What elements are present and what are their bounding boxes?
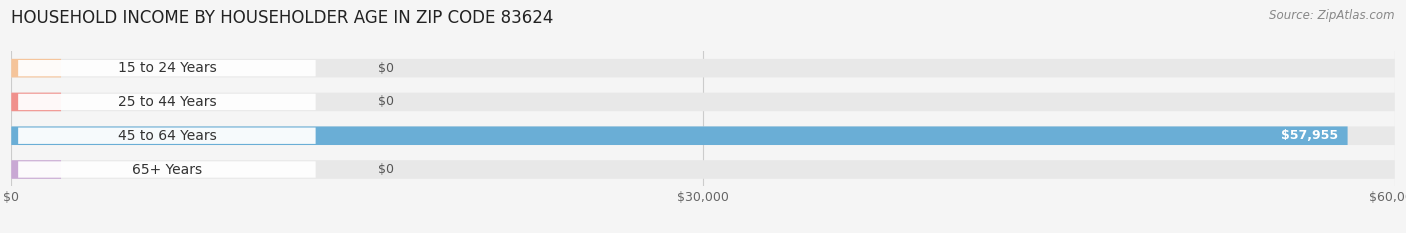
Text: 15 to 24 Years: 15 to 24 Years — [118, 61, 217, 75]
FancyBboxPatch shape — [11, 59, 1395, 77]
FancyBboxPatch shape — [11, 127, 1395, 145]
FancyBboxPatch shape — [11, 160, 60, 179]
FancyBboxPatch shape — [18, 94, 315, 110]
Text: $0: $0 — [378, 96, 394, 108]
FancyBboxPatch shape — [11, 127, 1347, 145]
FancyBboxPatch shape — [11, 59, 60, 77]
Text: $0: $0 — [378, 163, 394, 176]
FancyBboxPatch shape — [18, 127, 315, 144]
Text: 45 to 64 Years: 45 to 64 Years — [118, 129, 217, 143]
FancyBboxPatch shape — [11, 93, 1395, 111]
FancyBboxPatch shape — [18, 161, 315, 178]
FancyBboxPatch shape — [11, 93, 60, 111]
Text: 65+ Years: 65+ Years — [132, 162, 202, 177]
Text: 25 to 44 Years: 25 to 44 Years — [118, 95, 217, 109]
Text: $0: $0 — [378, 62, 394, 75]
FancyBboxPatch shape — [11, 160, 1395, 179]
Text: $57,955: $57,955 — [1281, 129, 1339, 142]
FancyBboxPatch shape — [18, 60, 315, 76]
Text: HOUSEHOLD INCOME BY HOUSEHOLDER AGE IN ZIP CODE 83624: HOUSEHOLD INCOME BY HOUSEHOLDER AGE IN Z… — [11, 9, 554, 27]
Text: Source: ZipAtlas.com: Source: ZipAtlas.com — [1270, 9, 1395, 22]
